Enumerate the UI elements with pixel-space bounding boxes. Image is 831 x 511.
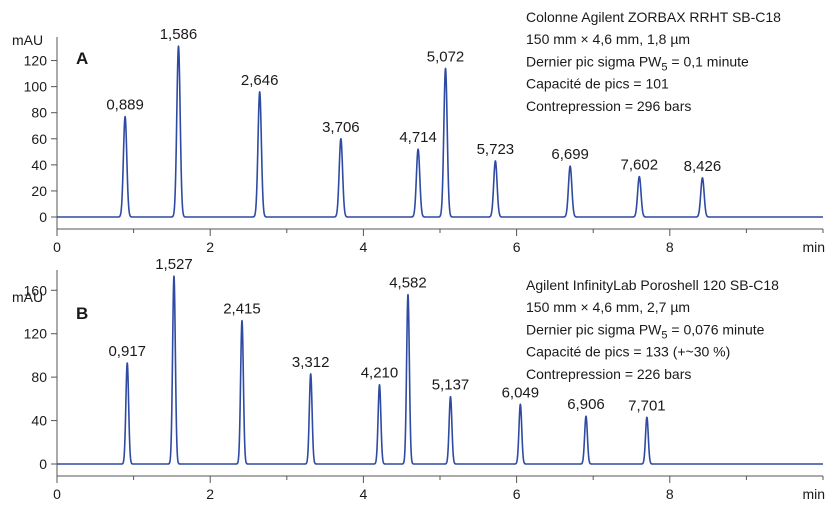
peak-label: 0,917 bbox=[108, 343, 146, 360]
chromatogram-panel-a: 0 20 40 60 80 100 120 0 2 4 6 8 mAU min A 0,889 1,586 2,6… bbox=[12, 9, 825, 255]
y-tick-label: 160 bbox=[24, 282, 48, 298]
column-info-line: 150 mm × 4,6 mm, 2,7 µm bbox=[526, 299, 690, 315]
peak-label: 1,527 bbox=[155, 256, 193, 273]
peak-label: 6,906 bbox=[567, 396, 605, 413]
peak-label: 2,646 bbox=[241, 72, 279, 89]
chromatogram-trace bbox=[57, 275, 823, 465]
x-tick-label: 4 bbox=[360, 239, 368, 255]
column-info-line: 150 mm × 4,6 mm, 1,8 µm bbox=[526, 31, 690, 47]
peak-label: 4,714 bbox=[399, 129, 437, 146]
x-tick-label: 6 bbox=[513, 486, 521, 502]
x-tick-label: 0 bbox=[53, 239, 61, 255]
peak-label: 0,889 bbox=[106, 97, 144, 114]
chromatogram-panel-b: 0 40 80 120 160 0 2 4 6 8 mAU min B 0,917 1,527 2,415 3,… bbox=[12, 256, 825, 502]
y-tick-label: 40 bbox=[31, 157, 47, 173]
y-tick-label: 80 bbox=[31, 105, 47, 121]
peak-label: 7,701 bbox=[628, 397, 666, 414]
column-info-line: Contrepression = 296 bars bbox=[526, 98, 691, 114]
peak-label: 4,210 bbox=[361, 365, 399, 382]
peak-label: 8,426 bbox=[684, 158, 722, 175]
y-tick-label: 20 bbox=[31, 183, 47, 199]
peak-label: 4,582 bbox=[389, 275, 427, 292]
x-unit-label: min bbox=[802, 486, 825, 502]
y-tick-label: 0 bbox=[39, 456, 47, 472]
peak-label: 7,602 bbox=[621, 157, 659, 174]
chromatogram-trace bbox=[57, 45, 823, 218]
peak-label: 6,049 bbox=[502, 384, 540, 401]
column-info-line: Capacité de pics = 133 (+~30 %) bbox=[526, 344, 730, 360]
x-tick-label: 6 bbox=[513, 239, 521, 255]
y-unit-label: mAU bbox=[12, 32, 43, 48]
column-info-line: Capacité de pics = 101 bbox=[526, 76, 669, 92]
y-unit-label: mAU bbox=[12, 289, 43, 305]
x-tick-label: 0 bbox=[53, 486, 61, 502]
peak-label: 6,699 bbox=[551, 146, 589, 163]
peak-label: 5,723 bbox=[477, 141, 515, 158]
panel-letter: A bbox=[76, 49, 88, 68]
panel-letter: B bbox=[76, 304, 88, 323]
column-info-line: Dernier pic sigma PW5 = 0,1 minute bbox=[526, 53, 749, 73]
y-tick-label: 60 bbox=[31, 131, 47, 147]
peak-label: 2,415 bbox=[223, 301, 261, 318]
peak-label: 1,586 bbox=[160, 26, 198, 43]
y-tick-label: 80 bbox=[31, 369, 47, 385]
peak-label: 5,072 bbox=[427, 48, 465, 65]
x-tick-label: 2 bbox=[206, 239, 214, 255]
x-tick-label: 8 bbox=[666, 239, 674, 255]
column-info-line: Contrepression = 226 bars bbox=[526, 366, 691, 382]
x-unit-label: min bbox=[802, 239, 825, 255]
y-tick-label: 120 bbox=[24, 326, 48, 342]
column-info-line: Agilent InfinityLab Poroshell 120 SB-C18 bbox=[526, 277, 779, 293]
y-tick-label: 0 bbox=[39, 209, 47, 225]
y-tick-label: 120 bbox=[24, 53, 48, 69]
column-info-line: Dernier pic sigma PW5 = 0,076 minute bbox=[526, 321, 765, 341]
y-tick-label: 100 bbox=[24, 79, 48, 95]
peak-label: 3,706 bbox=[322, 119, 360, 136]
column-info-line: Colonne Agilent ZORBAX RRHT SB-C18 bbox=[526, 9, 781, 25]
peak-label: 3,312 bbox=[292, 354, 330, 371]
y-tick-label: 40 bbox=[31, 413, 47, 429]
x-tick-label: 8 bbox=[666, 486, 674, 502]
x-tick-label: 2 bbox=[206, 486, 214, 502]
x-tick-label: 4 bbox=[360, 486, 368, 502]
peak-label: 5,137 bbox=[432, 377, 470, 394]
